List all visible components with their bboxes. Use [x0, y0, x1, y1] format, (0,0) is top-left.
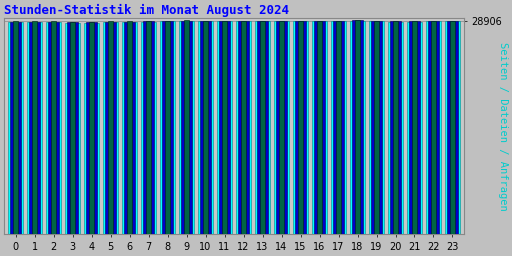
Bar	[317, 21, 322, 234]
Bar	[203, 20, 208, 234]
Bar	[241, 21, 246, 234]
Bar	[8, 22, 23, 234]
Bar	[371, 21, 381, 234]
Bar	[412, 21, 417, 234]
Bar	[103, 22, 118, 234]
Bar	[13, 21, 18, 234]
Bar	[239, 21, 249, 234]
Bar	[260, 21, 265, 234]
Text: Stunden-Statistik im Monat August 2024: Stunden-Statistik im Monat August 2024	[4, 4, 289, 17]
Bar	[160, 21, 175, 234]
Bar	[258, 21, 268, 234]
Bar	[84, 23, 99, 234]
Bar	[47, 22, 61, 234]
Bar	[276, 21, 287, 234]
Bar	[222, 21, 227, 234]
Bar	[408, 22, 421, 234]
Bar	[108, 21, 113, 234]
Bar	[429, 21, 439, 234]
Bar	[255, 21, 270, 234]
Bar	[355, 20, 360, 234]
Bar	[369, 21, 383, 234]
Bar	[336, 21, 341, 234]
Bar	[410, 21, 420, 234]
Bar	[237, 21, 251, 234]
Bar	[29, 22, 40, 234]
Bar	[445, 22, 460, 234]
Bar	[89, 22, 94, 234]
Bar	[184, 20, 189, 234]
Bar	[87, 22, 97, 234]
Bar	[220, 21, 230, 234]
Y-axis label: Seiten / Dateien / Anfragen: Seiten / Dateien / Anfragen	[498, 42, 508, 211]
Bar	[393, 21, 398, 234]
Bar	[374, 21, 379, 234]
Bar	[162, 21, 173, 234]
Bar	[32, 21, 37, 234]
Bar	[165, 21, 170, 234]
Bar	[49, 22, 59, 234]
Bar	[200, 21, 210, 234]
Bar	[10, 22, 20, 234]
Bar	[331, 21, 346, 234]
Bar	[314, 21, 325, 234]
Bar	[105, 22, 116, 234]
Bar	[390, 21, 400, 234]
Bar	[66, 23, 80, 234]
Bar	[127, 21, 132, 234]
Bar	[298, 21, 303, 234]
Bar	[122, 22, 137, 234]
Bar	[352, 20, 362, 234]
Bar	[389, 22, 402, 234]
Bar	[70, 22, 75, 234]
Bar	[279, 21, 284, 234]
Bar	[179, 21, 194, 234]
Bar	[447, 21, 458, 234]
Bar	[295, 21, 306, 234]
Bar	[141, 22, 156, 234]
Bar	[293, 21, 308, 234]
Bar	[274, 21, 289, 234]
Bar	[181, 20, 191, 234]
Bar	[124, 22, 135, 234]
Bar	[218, 21, 231, 234]
Bar	[199, 21, 212, 234]
Bar	[28, 22, 41, 234]
Bar	[333, 21, 344, 234]
Bar	[312, 21, 327, 234]
Bar	[450, 21, 455, 234]
Bar	[350, 21, 365, 234]
Bar	[143, 21, 154, 234]
Bar	[426, 22, 441, 234]
Bar	[431, 21, 436, 234]
Bar	[146, 21, 151, 234]
Bar	[51, 22, 56, 234]
Bar	[68, 22, 78, 234]
